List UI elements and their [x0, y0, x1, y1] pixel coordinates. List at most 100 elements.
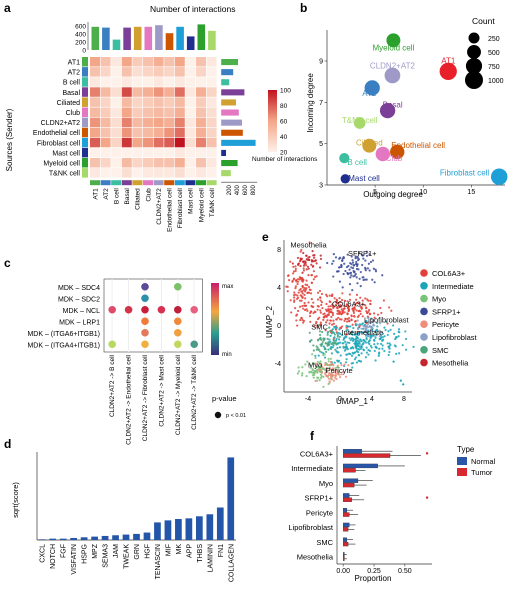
panel-b-ylabel: Incoming degree: [306, 73, 315, 133]
category-label: Pericyte: [306, 508, 333, 517]
umap-cell: [319, 254, 322, 257]
umap-cell: [308, 241, 311, 244]
umap-cell: [302, 251, 305, 255]
umap-cell: [321, 341, 324, 344]
umap-cell: [348, 283, 352, 286]
umap-cell: [372, 338, 376, 342]
heatmap-cell: [174, 77, 185, 87]
umap-cell: [368, 308, 371, 312]
col-color-strip: [153, 180, 164, 186]
panel-b-xlabel: Outgoing degree: [363, 190, 423, 199]
col-label: CLDN2+AT2 -> Myeloid cell: [175, 354, 182, 435]
umap-cell: [412, 345, 415, 349]
dot: [141, 282, 149, 291]
umap-cell: [362, 257, 365, 260]
colorbar-tick: 40: [280, 134, 288, 141]
col-label: Club: [145, 188, 152, 202]
umap-cell: [306, 291, 310, 294]
umap-cell: [294, 269, 297, 273]
umap-cell: [361, 303, 364, 306]
heatmap-cell: [132, 137, 143, 148]
umap-cell: [334, 256, 338, 259]
heatmap-cell: [206, 117, 217, 128]
umap-cell: [334, 374, 337, 377]
umap-cell: [320, 351, 323, 354]
umap-cell: [356, 301, 359, 305]
umap-cell: [346, 320, 349, 323]
bar-NOTCH: [49, 538, 57, 540]
bar-Tumor-SMC: [343, 541, 349, 547]
umap-cell: [359, 270, 362, 274]
umap-cell: [310, 338, 313, 342]
heatmap-cell: [121, 87, 132, 97]
category-label: TENASCIN: [155, 544, 162, 579]
size-legend-dot: [465, 71, 483, 89]
umap-cell: [302, 269, 306, 272]
heatmap-cell: [153, 97, 164, 107]
umap-cell: [332, 370, 336, 374]
umap-cell: [314, 322, 318, 325]
point-Club: [375, 146, 390, 162]
colorbar-tick: 80: [280, 103, 288, 110]
umap-cell: [327, 305, 330, 308]
heatmap-cell: [100, 77, 111, 87]
umap-cell: [359, 305, 362, 308]
heatmap-cell: [100, 168, 111, 178]
heatmap-cell: [90, 97, 100, 107]
umap-cell: [321, 367, 324, 371]
umap-cell: [309, 310, 312, 313]
umap-cell: [327, 357, 330, 361]
bar-TENASCIN: [154, 522, 161, 540]
umap-cell: [370, 317, 373, 320]
umap-cell: [369, 260, 373, 264]
umap-cell: [354, 337, 358, 340]
umap-cell: [332, 368, 335, 371]
umap-cell: [344, 317, 347, 320]
bar-LAMININ: [206, 514, 214, 540]
umap-cell: [363, 325, 366, 328]
umap-cell: [347, 308, 351, 311]
umap-cell: [351, 330, 354, 333]
umap-cell: [303, 308, 307, 312]
bar-TWEAK: [122, 534, 130, 540]
panel-f-letter: f: [310, 429, 315, 443]
dot: [141, 328, 149, 337]
umap-cell: [320, 368, 323, 371]
dot: [141, 305, 149, 314]
heatmap-cell: [111, 158, 122, 168]
category-label: APP: [186, 544, 193, 558]
umap-cell: [385, 320, 388, 323]
umap-cell: [320, 344, 323, 347]
top-bar-Myeloid cell: [197, 24, 206, 50]
panel-c-colorbar: [211, 283, 219, 355]
col-color-strip: [174, 180, 185, 186]
umap-cell: [304, 304, 307, 307]
umap-cell: [402, 383, 405, 386]
panel-a-colorbar-ticks: 100 80 60 40 20: [280, 88, 291, 157]
row-label: Endothelial cell: [33, 130, 81, 137]
bar-Normal-Mesothelia: [343, 552, 345, 557]
heatmap-cell: [164, 77, 175, 87]
col-color-strip: [185, 180, 196, 186]
umap-cell: [362, 342, 365, 345]
umap-cell: [338, 373, 341, 376]
umap-cell: [335, 366, 339, 369]
umap-cell: [349, 276, 352, 279]
umap-cell: [345, 326, 348, 329]
umap-cell: [340, 373, 343, 376]
umap-cell: [298, 276, 301, 279]
umap-cell: [306, 265, 310, 268]
umap-cell: [329, 305, 332, 308]
umap-cell: [342, 257, 345, 260]
col-color-strip: [90, 180, 100, 186]
heatmap-cell: [185, 107, 196, 117]
umap-cell: [358, 342, 361, 345]
umap-cell: [327, 343, 330, 346]
col-label: Fibroblast cell: [177, 188, 184, 229]
umap-cell: [308, 370, 311, 373]
umap-cell: [362, 278, 365, 282]
umap-cell: [361, 254, 364, 257]
umap-cell: [364, 297, 367, 300]
heatmap-cell: [143, 97, 153, 107]
umap-cell: [337, 360, 340, 363]
